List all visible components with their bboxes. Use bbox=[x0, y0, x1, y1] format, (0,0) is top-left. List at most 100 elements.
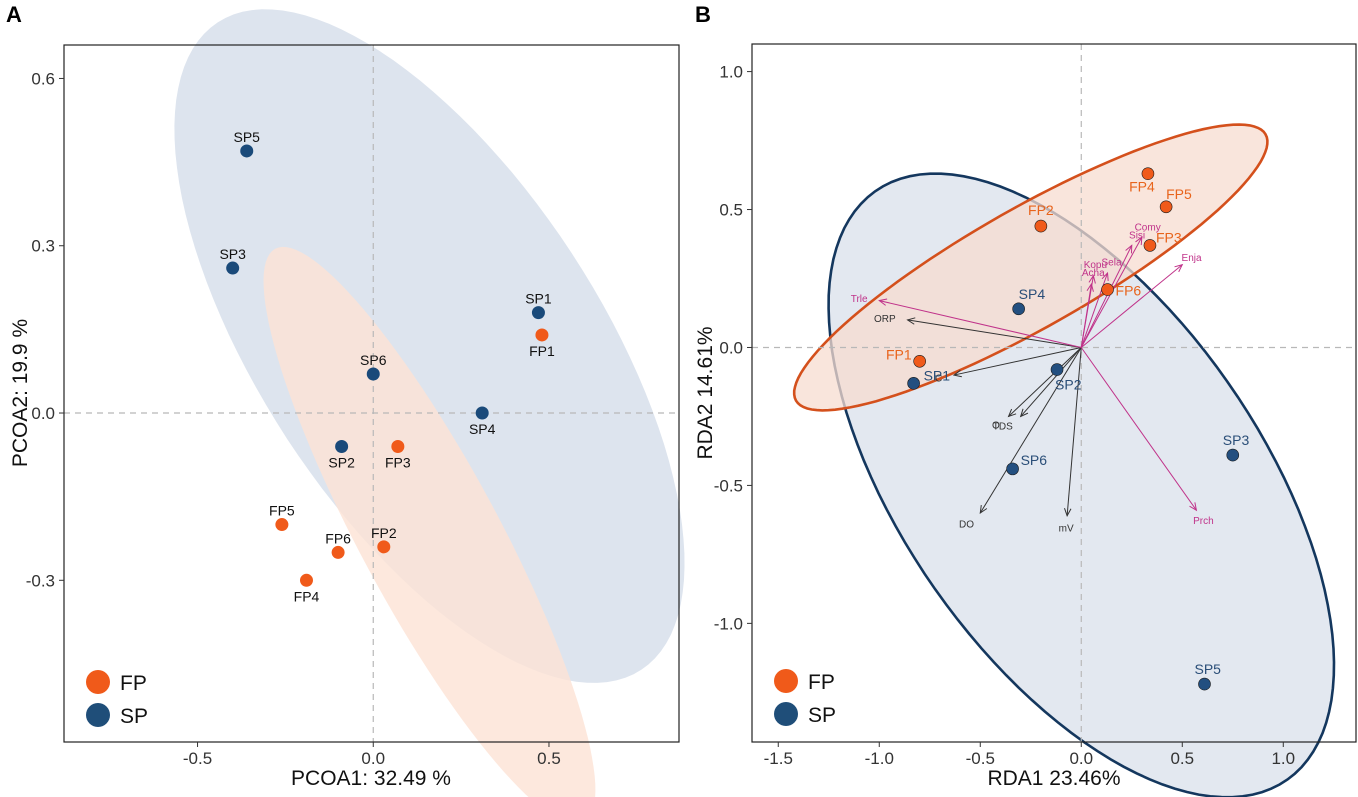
b-env-arrowhead-mv bbox=[1064, 508, 1072, 517]
b-species-arrowhead-kopu bbox=[1088, 274, 1096, 284]
b-plot-frame bbox=[751, 43, 1357, 743]
a-point-label-fp2: FP2 bbox=[371, 525, 397, 541]
b-species-arrowhead-prch bbox=[1189, 502, 1198, 512]
b-env-vector-do bbox=[979, 347, 1082, 514]
b-ticks: -1.5 -1.0 -0.5 0.0 0.5 1.0 -1.0 -0.5 0.0 0.5 1.0 bbox=[714, 63, 1295, 768]
b-env-vector-label-do: DO bbox=[959, 519, 974, 530]
b-y-tick-label: -0.5 bbox=[714, 476, 743, 495]
b-y-axis-title: RDA2 14.61% bbox=[694, 326, 717, 459]
b-env-arrowhead-orp bbox=[906, 317, 916, 325]
b-points: SP4 SP1 SP2 SP6 SP3 SP5 FP4 FP5 FP2 FP3 FP6 FP1 bbox=[886, 167, 1250, 691]
b-point-fp6 bbox=[1101, 283, 1114, 296]
b-species-vector-enja bbox=[1080, 264, 1183, 348]
b-legend-fp-label: FP bbox=[808, 671, 835, 694]
a-point-label-fp3: FP3 bbox=[385, 454, 411, 470]
b-env-arrowhead-c bbox=[952, 369, 962, 378]
a-point-label-sp4: SP4 bbox=[469, 421, 496, 437]
b-point-fp2 bbox=[1034, 219, 1048, 233]
b-species-arrowhead-acha bbox=[1086, 282, 1094, 292]
a-point-fp5 bbox=[275, 518, 289, 532]
b-point-label-sp6: SP6 bbox=[1021, 452, 1048, 468]
b-env-arrowhead-do bbox=[979, 505, 988, 515]
b-point-fp1 bbox=[913, 354, 926, 368]
a-x-tick-label: 0.0 bbox=[361, 749, 385, 768]
b-species-vector-label-enja: Enja bbox=[1182, 253, 1202, 264]
a-x-tick-label: 0.5 bbox=[537, 749, 561, 768]
b-species-vector-label-acha: Acha bbox=[1082, 268, 1105, 279]
b-env-vector-label-orp: ORP bbox=[874, 314, 896, 325]
panel-a: A SP5 SP3 SP1 SP6 SP4 SP2 FP1 FP3 FP5 FP2 FP6 FP4 -… bbox=[6, 2, 685, 797]
b-env-vector-label-o: O bbox=[992, 421, 1000, 432]
b-point-label-fp3: FP3 bbox=[1156, 229, 1182, 245]
b-species-vector-label-trle: Trle bbox=[851, 294, 868, 305]
b-point-sp3 bbox=[1226, 448, 1240, 462]
a-plot-frame bbox=[63, 44, 680, 743]
b-x-tick-label: -1.0 bbox=[865, 749, 894, 768]
b-x-tick-label: 1.0 bbox=[1271, 749, 1295, 768]
b-species-arrowhead-sisi bbox=[1125, 244, 1133, 254]
b-y-tick-label: 0.5 bbox=[719, 201, 743, 220]
b-env-vector-label-mv: mV bbox=[1059, 524, 1074, 535]
a-point-label-fp6: FP6 bbox=[325, 530, 351, 546]
b-point-label-sp2: SP2 bbox=[1055, 377, 1082, 393]
b-point-label-sp5: SP5 bbox=[1194, 661, 1221, 677]
a-legend-fp-marker bbox=[86, 670, 110, 694]
b-species-vector-label-comy: Comy bbox=[1135, 223, 1161, 234]
a-legend: FP SP bbox=[86, 670, 148, 728]
a-legend-fp-label: FP bbox=[120, 672, 147, 695]
b-point-label-sp4: SP4 bbox=[1019, 286, 1046, 302]
a-point-label-fp1: FP1 bbox=[529, 343, 555, 359]
b-species-vector-label-sela: Sela bbox=[1102, 258, 1122, 269]
a-point-label-sp1: SP1 bbox=[525, 291, 552, 307]
a-point-label-sp3: SP3 bbox=[219, 246, 246, 262]
b-point-sp2 bbox=[1050, 363, 1064, 376]
a-point-sp1 bbox=[531, 306, 545, 320]
b-x-tick-label: -0.5 bbox=[966, 749, 995, 768]
b-y-tick-label: 0.0 bbox=[719, 338, 743, 357]
a-ellipse-sp bbox=[174, 9, 685, 683]
a-point-label-sp5: SP5 bbox=[234, 129, 261, 145]
b-env-arrowhead-tds bbox=[1019, 408, 1029, 418]
a-point-sp2 bbox=[335, 439, 349, 453]
a-point-label-sp2: SP2 bbox=[328, 454, 355, 470]
b-species-vector-label-sisi: Sisi bbox=[1129, 231, 1145, 242]
b-species-vector-prch bbox=[1080, 347, 1197, 511]
b-x-tick-label: -1.5 bbox=[764, 749, 793, 768]
a-point-fp4 bbox=[299, 573, 313, 587]
b-point-fp3 bbox=[1143, 239, 1157, 252]
a-point-label-fp5: FP5 bbox=[269, 503, 295, 519]
b-ellipse-fp bbox=[792, 123, 1269, 412]
a-point-label-sp6: SP6 bbox=[360, 352, 387, 368]
a-reference-lines bbox=[64, 45, 679, 742]
b-x-axis-title: RDA1 23.46% bbox=[987, 767, 1120, 790]
b-point-label-sp3: SP3 bbox=[1223, 432, 1250, 448]
b-species-vector-label-kopu: Kopu bbox=[1084, 260, 1107, 271]
b-point-sp6 bbox=[1006, 462, 1019, 476]
b-ellipses bbox=[792, 123, 1336, 797]
a-point-sp5 bbox=[240, 144, 254, 158]
a-x-axis-title: PCOA1: 32.49 % bbox=[291, 767, 451, 790]
b-x-tick-label: 0.0 bbox=[1069, 749, 1093, 768]
b-x-tick-label: 0.5 bbox=[1170, 749, 1194, 768]
a-point-fp3 bbox=[391, 439, 405, 453]
a-point-sp4 bbox=[475, 406, 489, 420]
a-point-label-fp4: FP4 bbox=[294, 588, 320, 604]
a-point-fp6 bbox=[331, 545, 345, 559]
a-point-fp2 bbox=[377, 540, 391, 554]
a-legend-sp-marker bbox=[86, 703, 110, 727]
panel-label-a: A bbox=[6, 2, 22, 27]
b-legend-fp-marker bbox=[774, 669, 798, 693]
b-point-label-fp5: FP5 bbox=[1166, 186, 1192, 202]
b-species-vector-trle bbox=[879, 300, 1082, 348]
b-point-sp5 bbox=[1198, 677, 1211, 691]
a-points: SP5 SP3 SP1 SP6 SP4 SP2 FP1 FP3 FP5 FP2 FP6 FP4 bbox=[219, 129, 555, 604]
b-species-arrowhead-trle bbox=[878, 298, 888, 306]
b-point-fp4 bbox=[1141, 167, 1155, 180]
a-x-tick-label: -0.5 bbox=[183, 749, 212, 768]
a-legend-sp-label: SP bbox=[120, 705, 148, 728]
a-point-fp1 bbox=[535, 328, 549, 342]
b-legend: FP SP bbox=[774, 669, 836, 727]
b-env-vector-tds bbox=[1020, 347, 1082, 417]
